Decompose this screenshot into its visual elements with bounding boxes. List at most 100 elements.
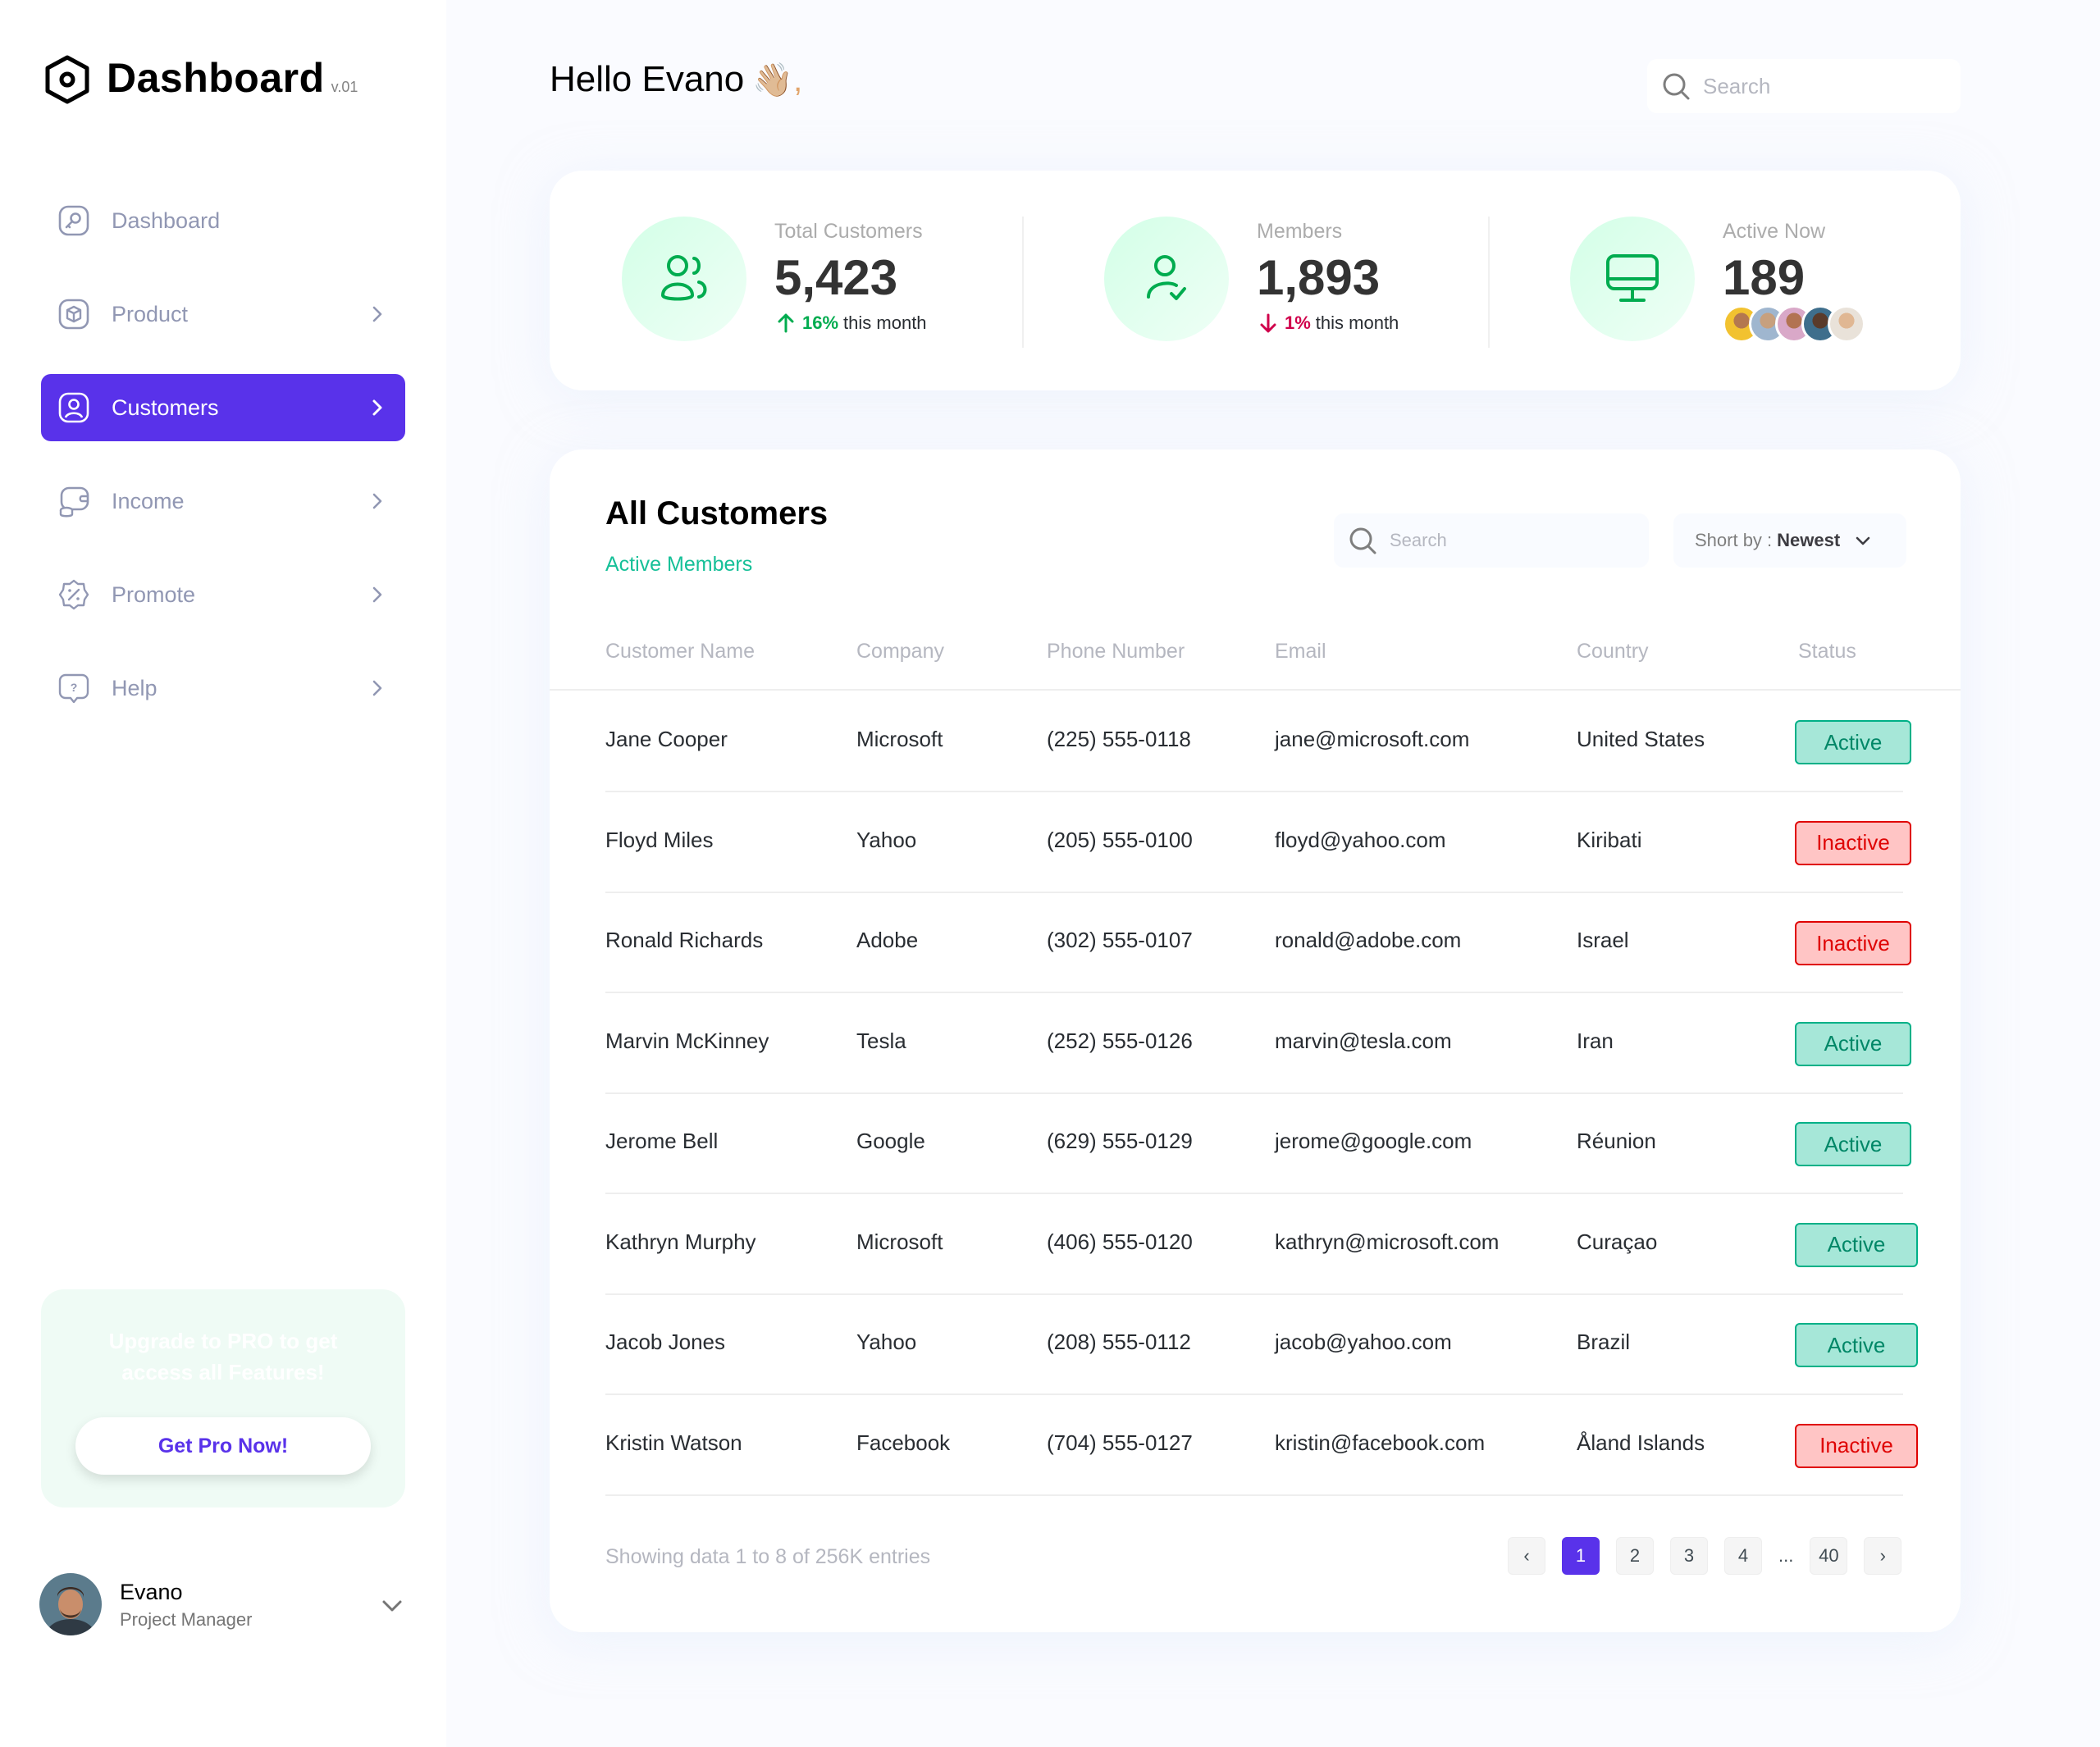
- key-square-icon: [57, 204, 90, 237]
- table-subtitle[interactable]: Active Members: [605, 553, 753, 576]
- search-icon: [1663, 73, 1690, 100]
- chevron-right-icon: [372, 680, 382, 696]
- sidebar-item-product[interactable]: Product: [41, 281, 405, 348]
- cell-company: Yahoo: [856, 1330, 917, 1354]
- page-button[interactable]: 4: [1724, 1537, 1762, 1575]
- row-divider: [605, 992, 1903, 993]
- cell-email: marvin@tesla.com: [1275, 1028, 1452, 1053]
- profile-tick-icon: [1147, 255, 1186, 300]
- stat-value: 189: [1723, 250, 1806, 305]
- cell-email: jerome@google.com: [1275, 1129, 1472, 1153]
- cell-country: Curaçao: [1577, 1229, 1658, 1254]
- table-row[interactable]: Jacob Jones Yahoo (208) 555-0112 jacob@yaho…: [605, 1295, 1961, 1395]
- cell-company: Google: [856, 1129, 925, 1153]
- sidebar-item-promote[interactable]: Promote: [41, 561, 405, 628]
- stat-delta: 16% this month: [774, 312, 927, 335]
- status-badge: Active: [1795, 1222, 1918, 1267]
- table-row[interactable]: Jerome Bell Google (629) 555-0129 jerome@go…: [605, 1094, 1961, 1194]
- cell-country: Réunion: [1577, 1129, 1656, 1153]
- table-row[interactable]: Floyd Miles Yahoo (205) 555-0100 floyd@yaho…: [605, 793, 1961, 893]
- cell-country: Iran: [1577, 1028, 1614, 1053]
- column-header-email[interactable]: Email: [1275, 640, 1326, 663]
- cell-customer-name: Marvin McKinney: [605, 1028, 769, 1053]
- sidebar-item-income[interactable]: Income: [41, 468, 405, 535]
- table-search[interactable]: [1334, 513, 1649, 568]
- table-header-divider: [550, 689, 1961, 691]
- status-badge: Inactive: [1795, 1423, 1918, 1468]
- stats-card: Total Customers 5,423 16% this month Mem…: [550, 171, 1961, 390]
- sidebar-item-customers[interactable]: Customers: [41, 374, 405, 441]
- profile-role: Project Manager: [120, 1609, 253, 1630]
- prev-page-button[interactable]: ‹: [1508, 1537, 1545, 1575]
- search-input[interactable]: [1703, 73, 1933, 99]
- column-header-company[interactable]: Company: [856, 640, 944, 663]
- status-badge: Active: [1795, 1021, 1911, 1066]
- cell-email: jane@microsoft.com: [1275, 727, 1470, 751]
- table-row[interactable]: Kathryn Murphy Microsoft (406) 555-0120 kat…: [605, 1195, 1961, 1295]
- cell-customer-name: Jacob Jones: [605, 1330, 725, 1354]
- upgrade-promo-card: Upgrade to PRO to get access all Feature…: [41, 1289, 405, 1508]
- column-header-name[interactable]: Customer Name: [605, 640, 755, 663]
- sort-dropdown[interactable]: Short by : Newest: [1673, 513, 1906, 568]
- next-page-button[interactable]: ›: [1864, 1537, 1902, 1575]
- header-search[interactable]: [1647, 59, 1961, 113]
- stat-icon-circle: [1570, 217, 1695, 341]
- stat-divider: [1488, 217, 1490, 348]
- cell-company: Adobe: [856, 928, 919, 952]
- search-input[interactable]: [1390, 530, 1619, 551]
- cell-country: Brazil: [1577, 1330, 1631, 1354]
- column-header-country[interactable]: Country: [1577, 640, 1649, 663]
- brand-version: v.01: [331, 79, 358, 95]
- column-header-status[interactable]: Status: [1798, 640, 1856, 663]
- table-row[interactable]: Ronald Richards Adobe (302) 555-0107 ronald…: [605, 893, 1961, 993]
- page-button[interactable]: 40: [1810, 1537, 1848, 1575]
- row-divider: [605, 1193, 1903, 1194]
- sidebar-nav: Dashboard Product Customers Income: [41, 187, 405, 748]
- column-header-phone[interactable]: Phone Number: [1047, 640, 1185, 663]
- greeting: Hello Evano 👋🏼,: [550, 59, 802, 100]
- sidebar-item-label: Help: [112, 675, 158, 700]
- cell-phone: (225) 555-0118: [1047, 727, 1191, 751]
- stat-icon-circle: [1104, 217, 1229, 341]
- stat-divider: [1022, 217, 1024, 348]
- sidebar-item-label: Customers: [112, 395, 219, 420]
- row-divider: [605, 1494, 1903, 1496]
- cell-company: Tesla: [856, 1028, 906, 1053]
- cell-company: Microsoft: [856, 1229, 943, 1254]
- chevron-right-icon: [372, 399, 382, 416]
- chevron-down-icon[interactable]: [376, 1590, 409, 1622]
- table-row[interactable]: Kristin Watson Facebook (704) 555-0127 kris…: [605, 1396, 1961, 1496]
- user-profile[interactable]: Evano Project Manager: [39, 1573, 409, 1639]
- cell-country: Åland Islands: [1577, 1430, 1705, 1455]
- table-row[interactable]: Jane Cooper Microsoft (225) 555-0118 jane@m…: [605, 692, 1961, 792]
- cell-country: United States: [1577, 727, 1705, 751]
- cell-phone: (205) 555-0100: [1047, 827, 1193, 852]
- get-pro-button[interactable]: Get Pro Now!: [75, 1417, 371, 1475]
- brand-title: Dashboard: [107, 55, 325, 101]
- table-row[interactable]: Marvin McKinney Tesla (252) 555-0126 marvin…: [605, 994, 1961, 1094]
- stat-label: Total Customers: [774, 220, 923, 243]
- row-divider: [605, 1293, 1903, 1295]
- cell-phone: (629) 555-0129: [1047, 1129, 1193, 1153]
- wallet-money-icon: [57, 485, 90, 518]
- cell-company: Yahoo: [856, 827, 917, 852]
- search-icon: [1349, 527, 1376, 554]
- stat-delta-text: this month: [843, 312, 927, 333]
- page-button[interactable]: 3: [1670, 1537, 1708, 1575]
- arrow-down-icon: [1260, 313, 1276, 333]
- status-badge: Inactive: [1795, 820, 1911, 865]
- discount-shape-icon: [57, 578, 90, 611]
- sidebar-item-label: Income: [112, 488, 185, 513]
- status-badge: Inactive: [1795, 921, 1911, 965]
- waving-hand-icon: 👋🏼,: [752, 62, 803, 98]
- brand[interactable]: Dashboard v.01: [43, 54, 358, 105]
- sidebar-item-dashboard[interactable]: Dashboard: [41, 187, 405, 254]
- monitor-icon: [1606, 254, 1659, 302]
- sidebar-item-help[interactable]: ? Help: [41, 655, 405, 722]
- sidebar-item-label: Promote: [112, 582, 196, 607]
- active-users-avatars: [1723, 305, 1865, 343]
- page-button[interactable]: 2: [1616, 1537, 1654, 1575]
- page-button[interactable]: 1: [1562, 1537, 1600, 1575]
- pagination-ellipsis: ...: [1778, 1545, 1794, 1566]
- profile-name: Evano: [120, 1580, 183, 1604]
